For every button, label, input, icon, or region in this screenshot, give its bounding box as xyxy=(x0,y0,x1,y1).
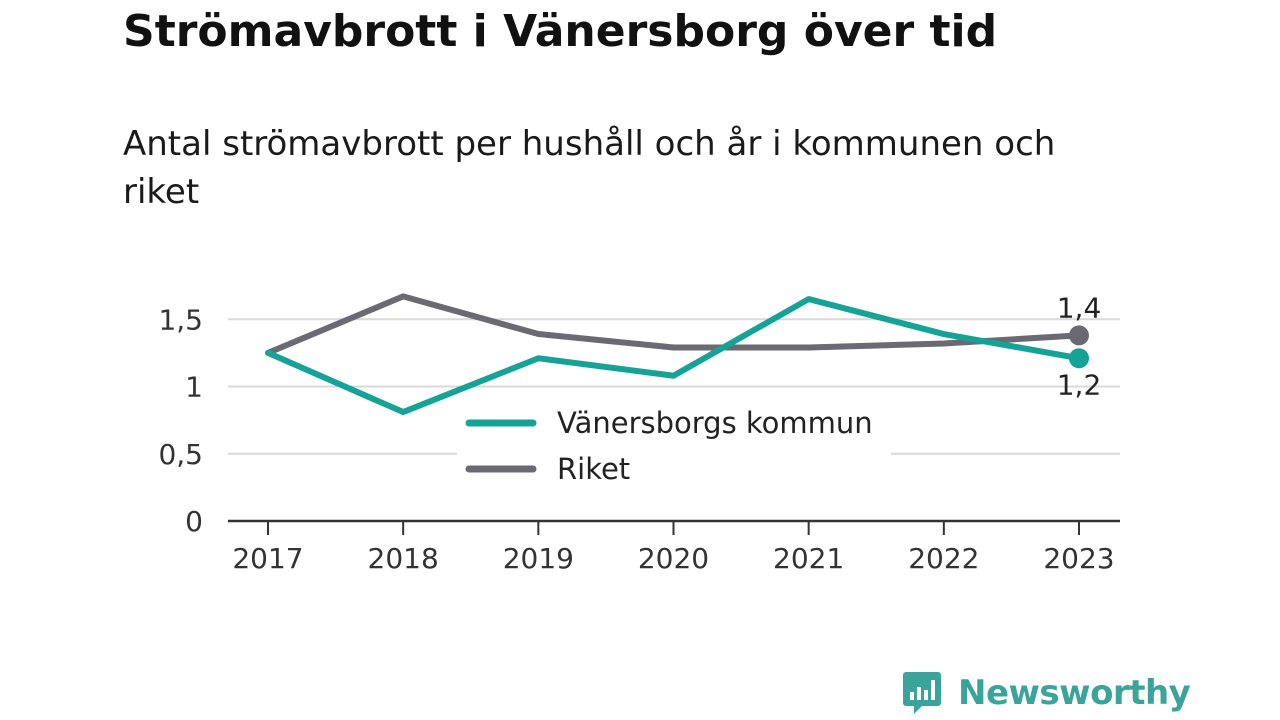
brand-name: Newsworthy xyxy=(958,673,1191,713)
data-labels: 1,2 1,4 xyxy=(1057,291,1102,401)
x-tick-label: 2023 xyxy=(1043,542,1114,575)
end-point-vanersborgs-kommun xyxy=(1069,348,1089,369)
y-tick-label: 1 xyxy=(185,371,203,404)
series-lines xyxy=(265,293,1089,416)
y-tick-label: 0 xyxy=(185,505,203,538)
x-tick-label: 2022 xyxy=(908,542,979,575)
legend-background xyxy=(457,400,891,496)
y-tick-label: 0,5 xyxy=(158,438,203,471)
newsworthy-logo-icon xyxy=(903,672,941,714)
legend-label: Riket xyxy=(557,452,630,486)
legend: Vänersborgs kommun Riket xyxy=(457,400,891,496)
x-axis: 2017 2018 2019 2020 2021 2022 2023 xyxy=(228,519,1120,575)
end-label-vanersborgs-kommun: 1,2 xyxy=(1057,368,1102,401)
series-line-vanersborgs-kommun xyxy=(265,296,1082,416)
chart-title: Strömavbrott i Vänersborg över tid xyxy=(123,6,998,57)
end-point-riket xyxy=(1069,325,1089,346)
x-tick-label: 2017 xyxy=(232,542,303,575)
brand-logo: Newsworthy xyxy=(902,670,1191,716)
y-tick-label: 1,5 xyxy=(158,303,203,336)
x-tick-label: 2020 xyxy=(638,542,709,575)
x-tick-label: 2019 xyxy=(503,542,574,575)
x-tick-label: 2021 xyxy=(773,542,844,575)
series-line-riket xyxy=(265,293,1082,356)
chart-subtitle: Antal strömavbrott per hushåll och år i … xyxy=(123,124,1056,212)
end-label-riket: 1,4 xyxy=(1057,291,1102,324)
x-tick-label: 2018 xyxy=(368,542,439,575)
legend-label: Vänersborgs kommun xyxy=(557,406,873,440)
